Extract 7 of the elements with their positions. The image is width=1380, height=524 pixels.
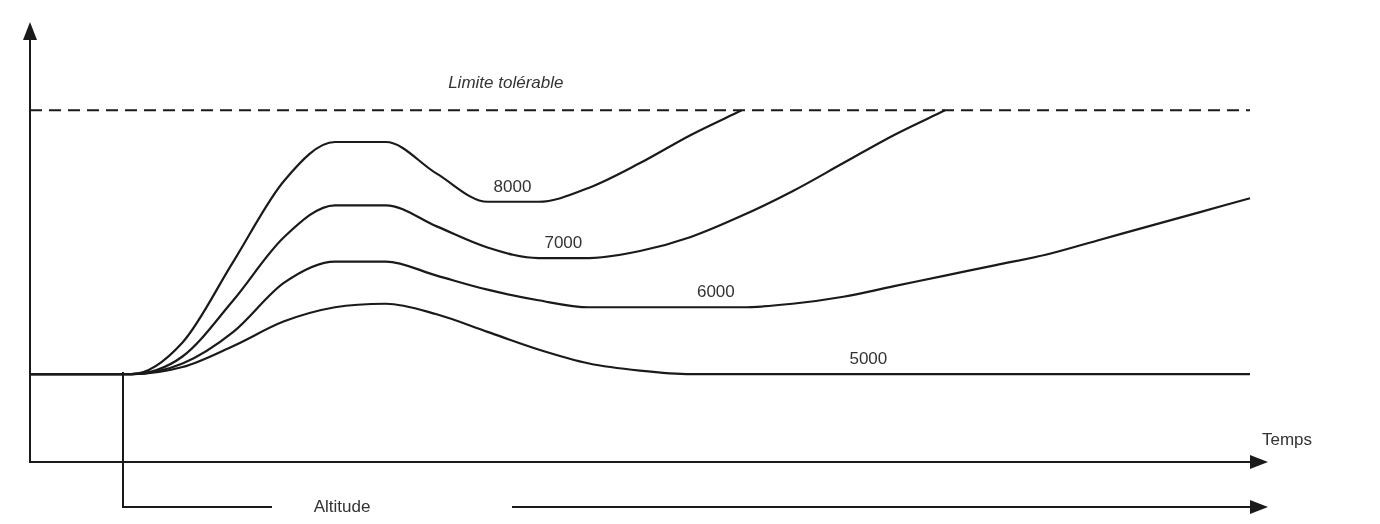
ref-line-label: Limite tolérable: [448, 73, 564, 93]
series-label: 5000: [849, 349, 888, 369]
series-label: 6000: [696, 282, 735, 302]
series-label: 7000: [544, 233, 583, 253]
x-axis-title: Temps: [1262, 430, 1313, 450]
text: Altitude: [313, 497, 371, 517]
series-label: 8000: [493, 176, 532, 196]
